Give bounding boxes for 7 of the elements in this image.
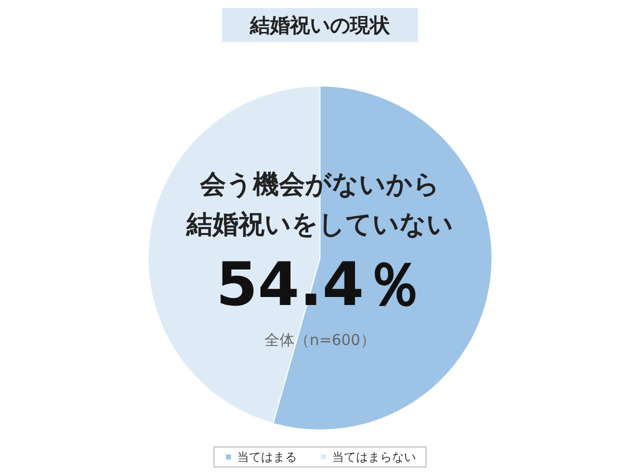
text: 会う機会がないから (199, 170, 440, 200)
legend-label: 当てはまらない (332, 450, 416, 464)
text: 結婚祝いをしていない (186, 210, 454, 240)
legend-label: 当てはまる (237, 450, 297, 464)
text: 54.4％ (216, 250, 424, 320)
chart-title: 結婚祝いの現状 (249, 13, 391, 37)
text: 全体（n=600） (264, 331, 376, 349)
